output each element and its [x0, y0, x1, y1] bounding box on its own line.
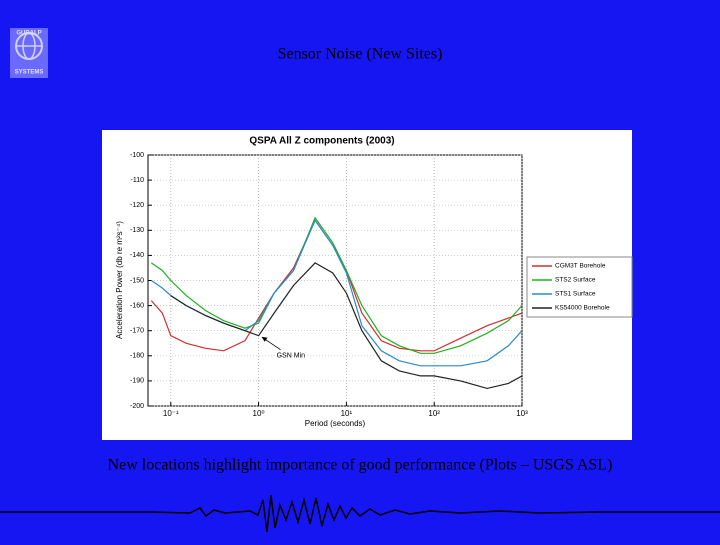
y-tick-label: -110 — [131, 177, 145, 184]
y-axis-label: Acceleration Power (db re m²s⁻⁴) — [115, 221, 124, 339]
y-tick-label: -200 — [130, 403, 144, 410]
slide-title: Sensor Noise (New Sites) — [278, 46, 443, 63]
logo-box — [10, 28, 48, 78]
legend-label: KS54000 Borehole — [555, 305, 610, 312]
x-tick-label: 10⁰ — [253, 409, 265, 418]
x-tick-label: 10⁻¹ — [163, 409, 179, 418]
annotation-arrowhead — [261, 336, 268, 342]
x-tick-label: 10² — [428, 409, 440, 418]
series-line — [150, 216, 522, 354]
x-axis-label: Period (seconds) — [305, 419, 366, 428]
plot-layer — [148, 154, 523, 407]
y-tick-label: -130 — [130, 227, 144, 234]
annotation: GSN Min — [277, 353, 306, 360]
y-tick-label: -160 — [130, 302, 144, 309]
seismogram-decoration — [0, 494, 720, 533]
legend-label: CGM3T Borehole — [555, 263, 606, 270]
series-line — [170, 262, 522, 390]
legend — [526, 256, 633, 318]
y-tick-label: -150 — [130, 277, 144, 284]
x-tick-label: 10¹ — [341, 409, 353, 418]
chart-title: QSPA All Z components (2003) — [249, 136, 394, 147]
y-tick-label: -180 — [130, 353, 144, 360]
y-tick-label: -120 — [130, 202, 144, 209]
slide-caption: New locations highlight importance of go… — [108, 457, 613, 474]
logo: GURALP SYSTEMS — [10, 28, 48, 78]
logo-text: GURALP — [16, 31, 41, 37]
y-tick-label: -100 — [130, 152, 144, 159]
x-tick-label: 10³ — [516, 409, 528, 418]
y-tick-label: -170 — [130, 328, 144, 335]
y-tick-label: -140 — [130, 252, 144, 259]
legend-label: STS2 Surface — [555, 277, 596, 284]
logo-text: SYSTEMS — [15, 70, 44, 76]
legend-label: STS1 Surface — [555, 291, 596, 298]
y-tick-label: -190 — [130, 378, 144, 385]
